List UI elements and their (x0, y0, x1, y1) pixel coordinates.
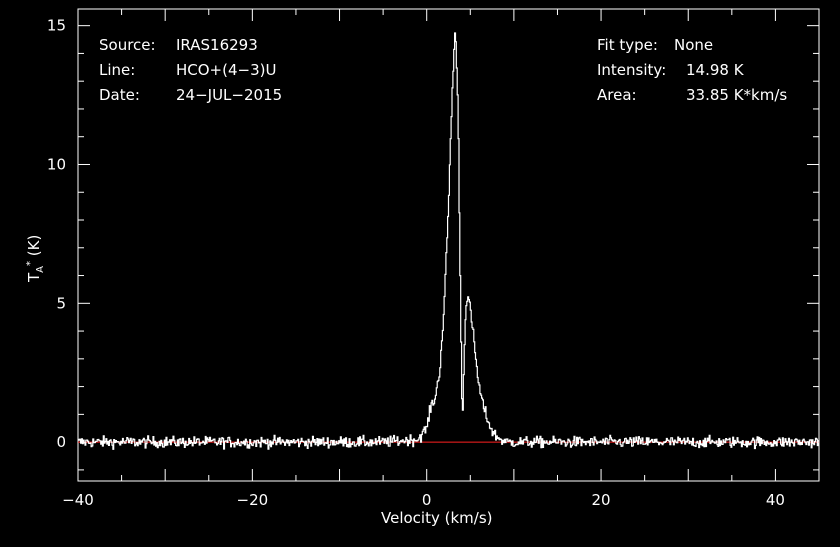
x-tick-label: 20 (592, 491, 611, 509)
line-label: Line: (99, 61, 136, 79)
date-label: Date: (99, 86, 140, 104)
y-tick-label: 0 (56, 433, 66, 451)
source-label: Source: (99, 36, 156, 54)
tick-labels: −40 −20 0 20 40 0 5 10 15 (47, 17, 785, 509)
area-value: 33.85 K*km/s (686, 86, 788, 104)
y-axis-label: TA* (K) (25, 234, 46, 282)
fit-type-value: None (674, 36, 714, 54)
x-tick-label: −40 (62, 491, 94, 509)
y-tick-label: 15 (47, 17, 66, 35)
intensity-value: 14.98 K (686, 61, 744, 79)
x-tick-label: 40 (766, 491, 785, 509)
x-tick-label: 0 (422, 491, 432, 509)
date-value: 24−JUL−2015 (176, 86, 283, 104)
y-tick-label: 10 (47, 155, 66, 173)
y-tick-label: 5 (56, 294, 66, 312)
spectrum-line (78, 32, 819, 450)
axis-ticks (77, 9, 820, 481)
plot-frame (77, 8, 820, 482)
fit-type-label: Fit type: (597, 36, 658, 54)
line-value: HCO+(4−3)U (176, 61, 277, 79)
x-axis-label: Velocity (km/s) (381, 509, 493, 527)
intensity-label: Intensity: (597, 61, 667, 79)
source-value: IRAS16293 (176, 36, 258, 54)
x-tick-label: −20 (237, 491, 269, 509)
area-label: Area: (597, 86, 637, 104)
